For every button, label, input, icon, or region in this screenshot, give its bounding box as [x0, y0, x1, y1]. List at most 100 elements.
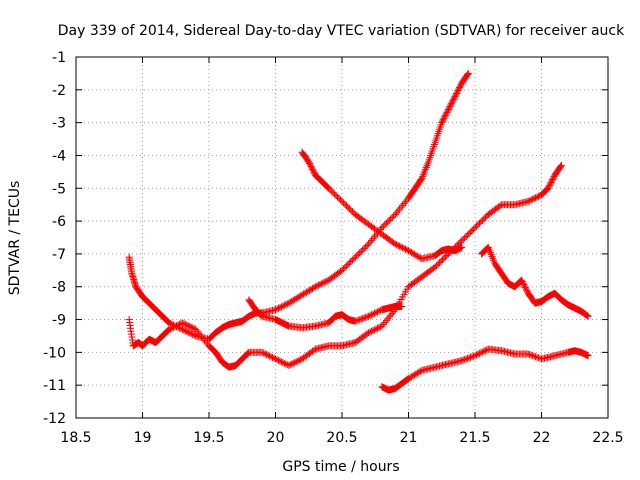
data-point: [447, 101, 455, 109]
data-point: [243, 350, 251, 358]
data-point: [549, 174, 557, 182]
data-point: [546, 180, 554, 188]
x-tick-label: 21.5: [459, 430, 490, 446]
data-point: [406, 374, 414, 382]
data-point: [280, 301, 288, 309]
data-point: [172, 322, 180, 330]
data-point: [304, 287, 312, 295]
data-point: [317, 280, 325, 288]
data-point: [378, 224, 386, 232]
data-point: [477, 218, 485, 226]
data-point: [366, 238, 374, 246]
data-point: [523, 286, 531, 294]
data-point: [292, 358, 300, 366]
data-point: [365, 240, 373, 248]
data-point: [530, 194, 538, 202]
series-arc-5: [478, 243, 592, 320]
data-point: [167, 325, 175, 333]
data-point: [452, 91, 460, 99]
data-point: [291, 359, 299, 367]
data-point: [363, 313, 371, 321]
x-tick-label: 22: [533, 430, 551, 446]
data-point: [348, 208, 356, 216]
data-point: [337, 196, 345, 204]
data-point: [202, 338, 210, 346]
data-point: [462, 232, 470, 240]
data-point: [170, 323, 178, 331]
data-point: [397, 203, 405, 211]
data-point: [412, 370, 420, 378]
data-point: [475, 219, 483, 227]
y-tick-label: -6: [52, 214, 66, 230]
data-point: [527, 196, 535, 204]
data-point: [183, 328, 191, 336]
data-point: [456, 82, 464, 90]
data-point: [456, 238, 464, 246]
data-point: [174, 321, 182, 329]
data-point: [198, 333, 206, 341]
data-point: [481, 347, 489, 355]
data-point: [347, 258, 355, 266]
series-arc-2: [125, 161, 565, 371]
data-point: [402, 245, 410, 253]
data-point: [412, 251, 420, 259]
data-point: [295, 356, 303, 364]
data-point: [316, 281, 324, 289]
data-point: [384, 218, 392, 226]
data-point: [345, 205, 353, 213]
data-point: [470, 225, 478, 233]
y-tick-label: -11: [43, 378, 66, 394]
data-point: [308, 285, 316, 293]
data-point: [445, 104, 453, 112]
data-point: [471, 224, 479, 232]
data-point: [289, 359, 297, 367]
data-point: [459, 356, 467, 364]
data-point: [276, 357, 284, 365]
data-point: [286, 361, 294, 369]
data-point: [165, 319, 173, 327]
data-point: [272, 306, 279, 314]
data-point: [368, 311, 376, 319]
data-point: [459, 235, 467, 243]
data-point: [360, 314, 368, 322]
data-point: [527, 351, 535, 359]
x-tick-label: 18.5: [60, 430, 91, 446]
data-point: [180, 326, 188, 334]
data-point: [484, 243, 492, 251]
data-point: [547, 178, 555, 186]
data-point: [474, 350, 482, 358]
data-point: [308, 164, 316, 172]
data-point: [313, 282, 321, 290]
data-point: [277, 358, 285, 366]
data-point: [199, 335, 207, 343]
data-point: [279, 359, 287, 367]
data-point: [261, 350, 269, 358]
x-axis-label: GPS time / hours: [282, 459, 399, 475]
data-point: [406, 248, 414, 256]
data-point: [548, 177, 556, 185]
data-point: [187, 323, 195, 331]
data-point: [520, 281, 528, 289]
data-point: [186, 322, 194, 330]
data-point: [467, 228, 475, 236]
data-point: [329, 189, 337, 197]
data-point: [357, 315, 365, 323]
data-point: [286, 298, 294, 306]
data-point: [496, 202, 504, 210]
data-point: [583, 312, 591, 320]
data-point: [489, 256, 497, 264]
data-point: [487, 251, 495, 259]
data-point: [178, 319, 186, 327]
data-point: [518, 278, 526, 286]
data-point: [285, 361, 293, 369]
data-point: [341, 200, 349, 208]
data-point: [530, 352, 538, 360]
data-point: [184, 328, 192, 336]
data-point: [359, 246, 367, 254]
data-point: [365, 312, 373, 320]
data-point: [487, 249, 495, 257]
y-tick-label: -3: [52, 116, 66, 132]
data-point: [382, 317, 390, 325]
data-point: [450, 94, 458, 102]
data-point: [314, 281, 322, 289]
